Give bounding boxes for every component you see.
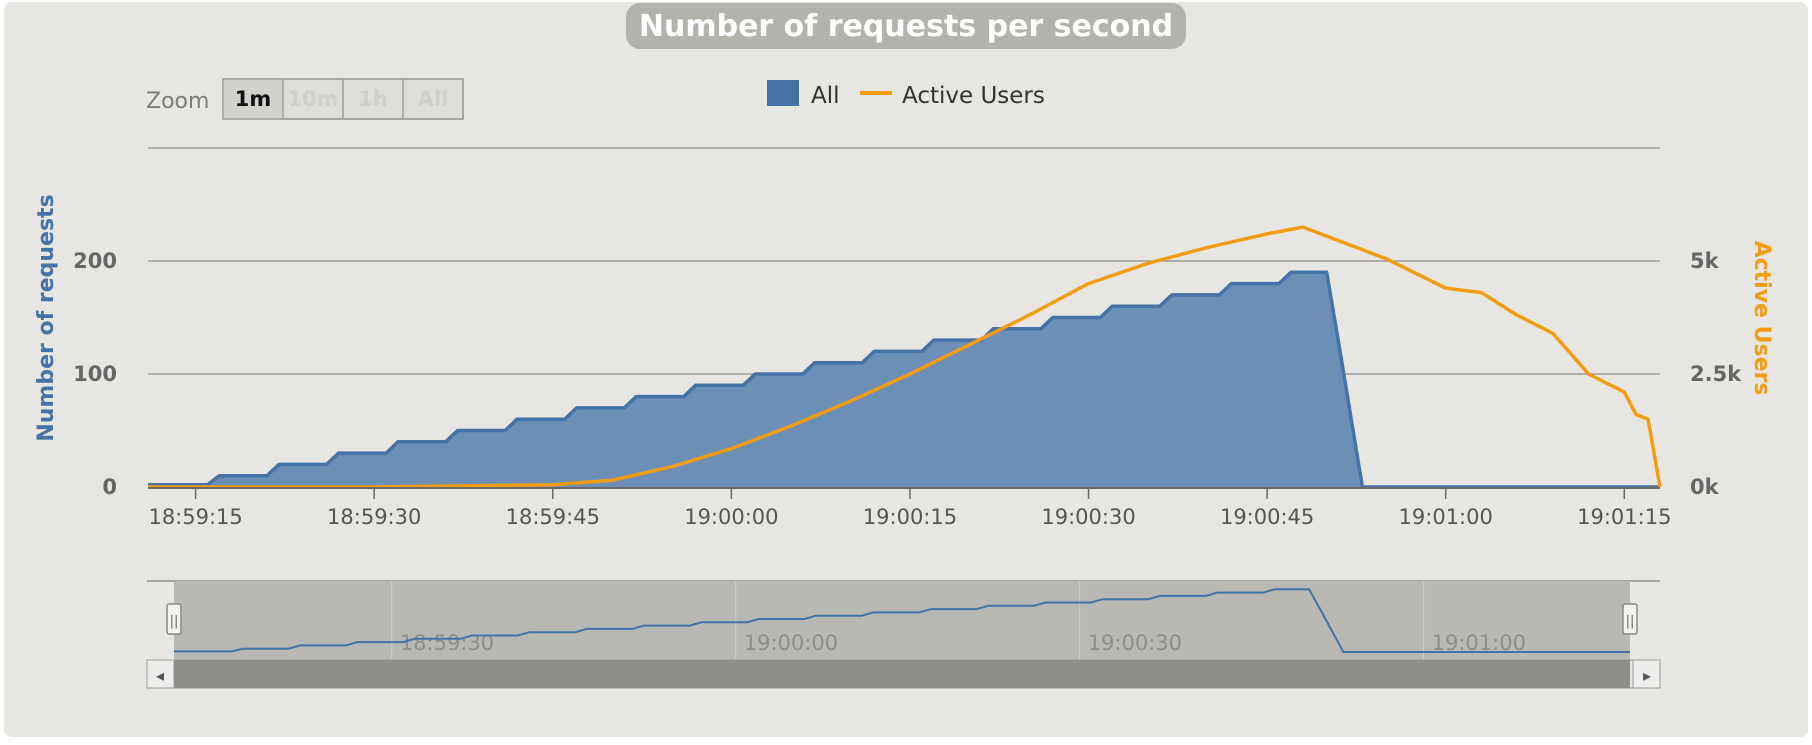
x-tick-label: 18:59:45 (506, 505, 600, 529)
scrollbar-thumb[interactable] (174, 660, 1630, 688)
navigator-handle-right[interactable]: || (1622, 603, 1638, 635)
zoom-button-All[interactable]: All (402, 78, 464, 120)
title-pill (626, 3, 1186, 49)
navigator-tick-label: 19:00:30 (1088, 631, 1182, 655)
y2-axis-title: Active Users (1749, 241, 1774, 396)
scrollbar-left-button[interactable]: ◂ (146, 659, 175, 689)
x-tick-label: 19:00:30 (1041, 505, 1135, 529)
zoom-label: Zoom (146, 89, 209, 114)
x-tick-label: 19:00:15 (863, 505, 957, 529)
series-active-users-line (148, 225, 1662, 489)
scrollbar-right-button-bg (1632, 659, 1661, 689)
navigator: 18:59:30 19:00:00 19:00:30 19:01:00|| ||◂ ▸ (146, 580, 1661, 689)
zoom-selector: Zoom 1m 10m 1h All (146, 78, 464, 120)
zoom-button-bg (222, 78, 284, 120)
y-tick-label: 100 (73, 362, 117, 386)
navigator-handle-body (1622, 603, 1638, 635)
legend-item-active-users[interactable]: Active Users (860, 83, 1045, 109)
y-tick-label: 0 (102, 475, 117, 499)
scrollbar-right-button[interactable]: ▸ (1632, 659, 1661, 689)
y-axis-title: Number of requests (34, 194, 59, 441)
navigator-handle-left[interactable]: || (166, 603, 182, 635)
legend-swatch-all (767, 80, 799, 106)
navigator-handle-body (166, 603, 182, 635)
zoom-button-label: 10m (287, 87, 338, 111)
y2-tick-label: 2.5k (1690, 362, 1742, 386)
y2-tick-label: 0k (1690, 475, 1720, 499)
x-tick-label: 18:59:30 (327, 505, 421, 529)
scrollbar-left-button-bg (146, 659, 175, 689)
x-tick-label: 18:59:15 (148, 505, 242, 529)
zoom-button-label: All (418, 87, 449, 111)
navigator-tick-label: 19:00:00 (744, 631, 838, 655)
y2-tick-label: 5k (1690, 249, 1720, 273)
legend-item-all[interactable]: All (767, 80, 840, 109)
x-tick-label: 19:00:00 (684, 505, 778, 529)
scroll-right-arrow-icon: ▸ (1643, 666, 1651, 685)
navigator-handle-grip: || (1626, 614, 1635, 629)
x-tick-label: 19:01:00 (1399, 505, 1493, 529)
zoom-button-label: 1m (235, 87, 272, 111)
scroll-left-arrow-icon: ◂ (156, 666, 164, 685)
zoom-button-bg (402, 78, 464, 120)
legend-label-all: All (811, 83, 840, 109)
chart-title: Number of requests per second (639, 9, 1173, 44)
x-tick-label: 19:01:15 (1577, 505, 1671, 529)
navigator-selected-range[interactable] (174, 581, 1630, 660)
x-tick-label: 19:00:45 (1220, 505, 1314, 529)
y-tick-label: 200 (73, 249, 117, 273)
series-all-area (148, 272, 1660, 487)
legend-label-active-users: Active Users (902, 83, 1045, 109)
navigator-series-line (174, 588, 1630, 653)
zoom-button-label: 1h (358, 87, 388, 111)
navigator-handle-grip: || (170, 614, 179, 629)
zoom-button-10m[interactable]: 10m (282, 78, 344, 120)
plot-area: 0 100 200 0k 2.5k 5k 18:59:15 18:59:30 18:59:45 1… (73, 147, 1742, 529)
legend: All Active Users (767, 80, 1045, 109)
zoom-button-1m[interactable]: 1m (222, 78, 284, 120)
